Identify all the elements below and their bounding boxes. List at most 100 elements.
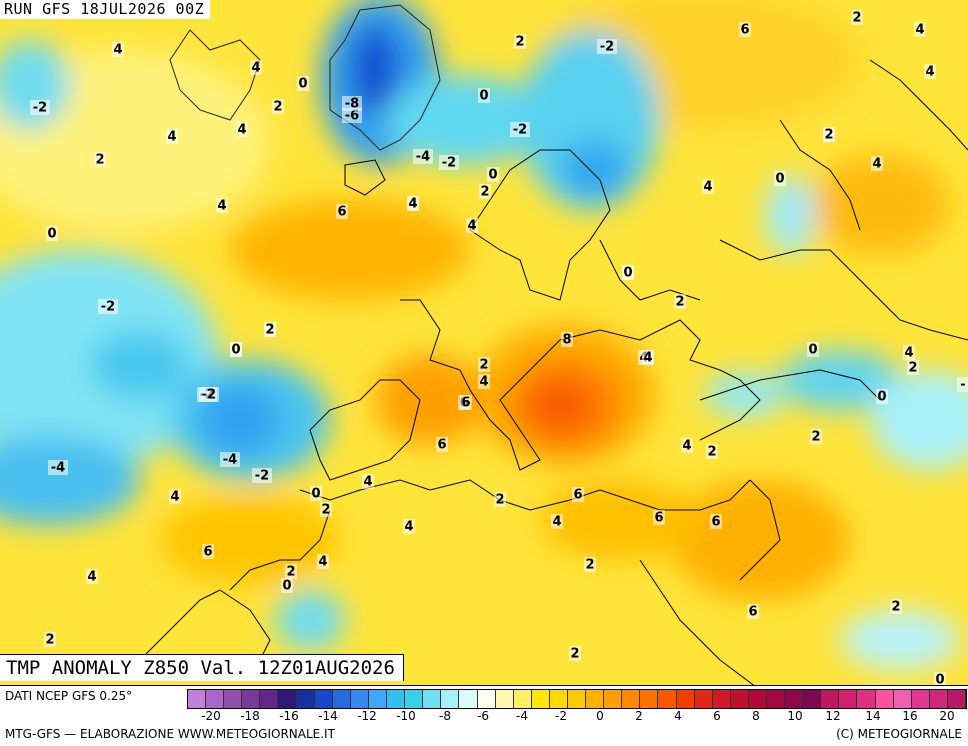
svg-text:4: 4 [113,43,122,58]
contour-value-label: 8 [561,332,573,348]
legend-swatch [332,690,351,708]
svg-text:-2: -2 [442,156,456,171]
contour-value-label: 6 [572,487,584,503]
legend-tick-label: -14 [318,709,338,723]
svg-text:4: 4 [682,439,691,454]
coastlines [139,4,968,685]
contour-value-label: 4 [903,345,915,361]
svg-text:4: 4 [237,123,246,138]
svg-text:2: 2 [908,361,917,376]
legend-tick-label: 6 [713,709,721,723]
svg-text:4: 4 [872,157,881,172]
contour-value-label: 0 [807,342,819,358]
legend-swatch [622,690,641,708]
svg-text:0: 0 [808,343,817,358]
svg-text:4: 4 [251,61,260,76]
contour-value-label: 6 [460,395,472,411]
svg-text:-: - [960,378,965,393]
contour-value-label: 2 [285,564,297,580]
svg-text:2: 2 [852,11,861,26]
contour-value-label: 4 [551,514,563,530]
contour-value-label: 2 [264,322,276,338]
contour-value-label: 6 [336,204,348,220]
contour-value-label: -2 [597,39,617,55]
contour-value-label: 2 [320,502,332,518]
legend-tick-label: 8 [752,709,760,723]
legend-swatch [658,690,677,708]
svg-text:-2: -2 [255,469,269,484]
contour-value-label: 4 [466,218,478,234]
svg-text:-2: -2 [202,388,216,403]
legend-swatch [296,690,315,708]
svg-text:-4: -4 [223,453,237,468]
contour-value-label: 0 [478,88,490,104]
contour-value-label: 4 [871,156,883,172]
legend-swatch [278,690,297,708]
legend-swatch [441,690,460,708]
svg-text:2: 2 [811,430,820,445]
contour-value-label: 2 [272,99,284,115]
contour-value-label: -4 [413,149,433,165]
legend-tick-label: -4 [516,709,528,723]
legend-swatch [730,690,749,708]
contour-value-label: 2 [823,127,835,143]
svg-text:-4: -4 [51,461,65,476]
legend-swatch [495,690,514,708]
legend-tick-label: 2 [635,709,643,723]
legend-tick-label: 0 [596,709,604,723]
legend-swatch [350,690,369,708]
contour-value-label: 0 [297,76,309,92]
legend-tick-label: -16 [279,709,299,723]
contour-value-label: 0 [310,486,322,502]
svg-text:0: 0 [311,487,320,502]
svg-text:2: 2 [707,445,716,460]
contour-value-label: 4 [403,519,415,535]
svg-text:0: 0 [298,77,307,92]
svg-text:-2: -2 [33,101,47,116]
svg-text:4: 4 [87,570,96,585]
legend-tick-label: -18 [240,709,260,723]
contour-value-label: -2 [510,122,530,138]
contour-value-label: 4 [702,179,714,195]
legend-swatch [803,690,822,708]
svg-text:4: 4 [404,520,413,535]
contour-value-label: 6 [739,22,751,38]
contour-value-label: 0 [622,265,634,281]
svg-text:-6: -6 [345,109,359,124]
legend-swatch [785,690,804,708]
contour-value-label: -6 [342,108,362,124]
data-source-label: DATI NCEP GFS 0.25° [5,689,133,703]
svg-text:2: 2 [321,503,330,518]
contour-value-label: -2 [199,387,219,403]
svg-text:4: 4 [904,346,913,361]
svg-text:-4: -4 [416,150,430,165]
svg-text:0: 0 [877,390,886,405]
svg-text:4: 4 [363,475,372,490]
contour-value-label: 2 [494,492,506,508]
legend-swatch [875,690,894,708]
map-canvas: 42-2624-204-20-6-82440-2-4-220244640420-… [0,0,968,685]
contour-value-label: 2 [44,632,56,648]
legend-swatch [368,690,388,708]
contour-value-label: 4 [407,196,419,212]
legend-swatch [423,690,442,708]
contour-value-label: 4 [169,489,181,505]
legend-swatch [748,690,767,708]
legend-swatch [549,690,568,708]
contour-value-label: 4 [112,42,124,58]
svg-text:4: 4 [643,351,652,366]
credit-right: (C) METEOGIORNALE [836,727,962,741]
legend-swatch [712,690,731,708]
svg-text:8: 8 [562,333,571,348]
legend-tick-label: -6 [477,709,489,723]
contour-value-label: -2 [98,299,118,315]
legend-swatch [387,690,406,708]
svg-text:4: 4 [167,130,176,145]
svg-text:2: 2 [273,100,282,115]
contour-value-label: -2 [252,468,272,484]
contour-value-label: 4 [478,374,490,390]
svg-text:4: 4 [552,515,561,530]
svg-text:2: 2 [675,295,684,310]
contour-value-label: 4 [914,22,926,38]
svg-text:-8: -8 [345,97,359,112]
